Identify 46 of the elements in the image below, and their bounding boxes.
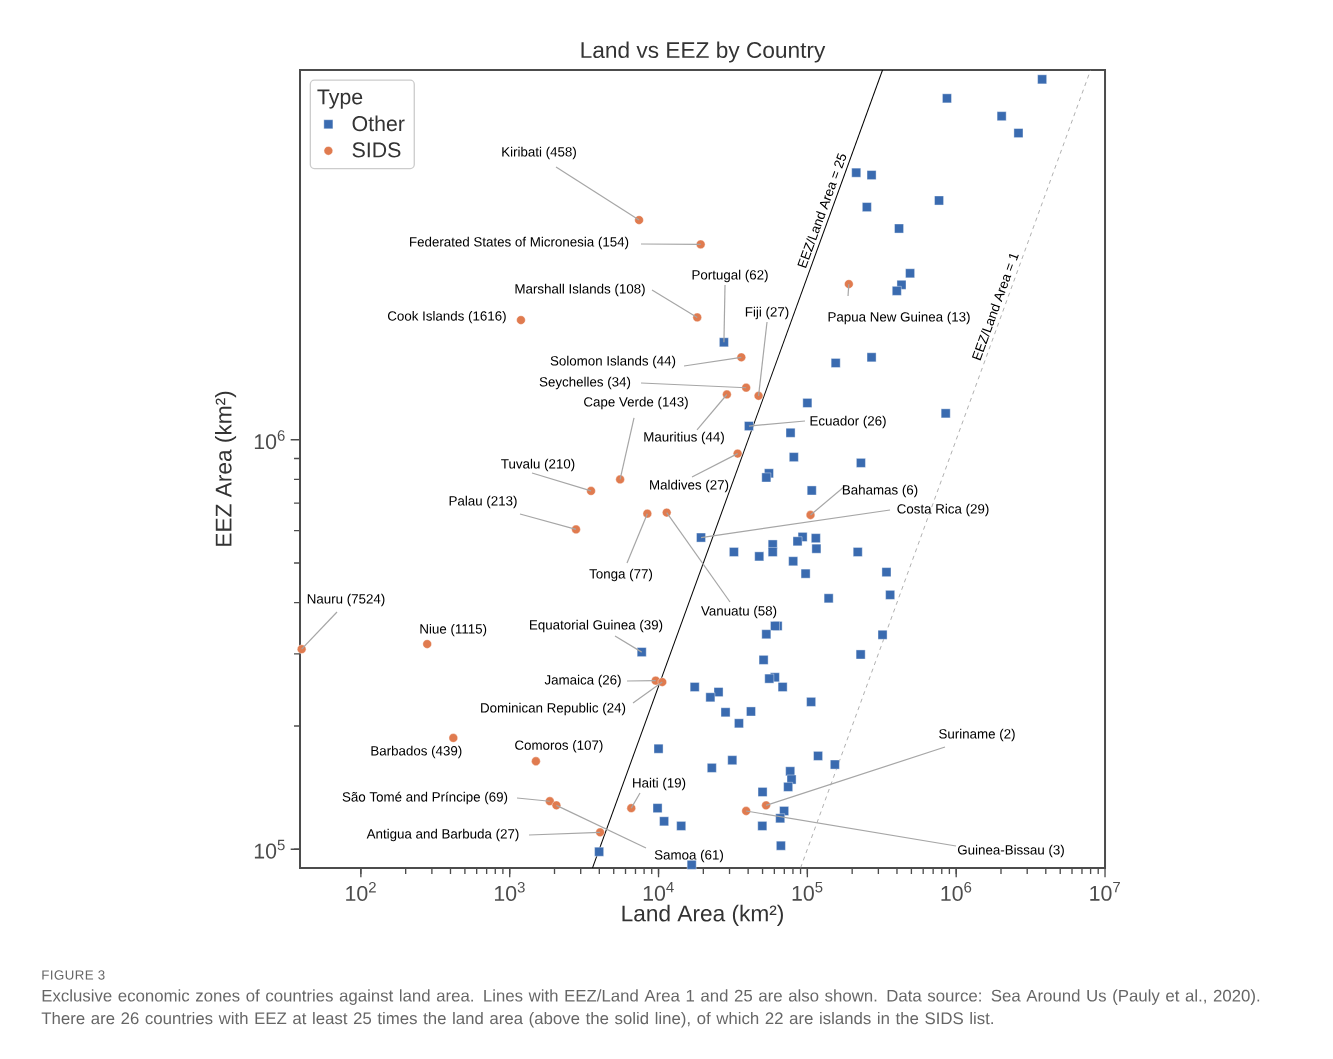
annotation: Mauritius (44) — [644, 431, 724, 445]
annotation: Comoros (107) — [515, 740, 603, 753]
annotation: Costa Rica (29) — [897, 503, 989, 517]
x-tick-label: 10$^{3}$ — [494, 882, 525, 902]
annotation: Fiji (27) — [745, 306, 789, 320]
annotation: Barbados (439) — [371, 745, 462, 759]
text: Exclusive economic zones of countries against land area. Lines with EEZ/Land Area 1 and 25 are also shown. Data source: Sea Around Us (Pauly et al., 2020). There are 26 countries with EEZ at least 25 times the land area (above the solid line), of which 22 are islands in the SIDS list. — [41, 989, 1260, 1028]
legend-label: SIDS — [352, 142, 401, 158]
annotation: Maldives (27) — [650, 479, 729, 493]
legend-label: Other — [352, 115, 405, 132]
annotation: Guinea-Bissau (3) — [957, 844, 1064, 858]
legend-title: Type — [317, 89, 363, 109]
annotation: Haiti (19) — [633, 777, 686, 791]
annotation: Nauru (7524) — [307, 593, 385, 607]
x-tick-label: 10$^{5}$ — [792, 882, 823, 901]
annotation: Kiribati (458) — [502, 146, 576, 160]
annotation: Papua New Guinea (13) — [828, 311, 970, 325]
annotation: Tonga (77) — [589, 568, 653, 582]
annotation: Bahamas (6) — [842, 484, 918, 498]
annotation: Palau (213) — [449, 495, 517, 509]
y-axis-title: EEZ Area (km²) — [215, 391, 237, 546]
annotation: Solomon Islands (44) — [550, 355, 676, 369]
annotation: Suriname (2) — [939, 728, 1015, 742]
annotation: Cape Verde (143) — [584, 396, 688, 410]
annotation: Vanuatu (58) — [701, 605, 777, 619]
annotation: Federated States of Micronesia (154) — [410, 236, 629, 250]
caption: FIGURE 3 — [42, 970, 105, 980]
annotation: São Tomé and Príncipe (69) — [342, 791, 508, 805]
x-tick-label: 10$^{7}$ — [1090, 882, 1120, 901]
x-tick-label: 10$^{6}$ — [941, 882, 972, 902]
annotation: Samoa (61) — [654, 849, 723, 863]
annotation: Antigua and Barbuda (27) — [366, 828, 519, 842]
annotation: Dominican Republic (24) — [481, 702, 626, 716]
annotation: Jamaica (26) — [544, 674, 621, 688]
annotation: Equatorial Guinea (39) — [530, 619, 663, 633]
x-axis-title: Land Area (km²) — [622, 904, 783, 926]
annotation: Tuvalu (210) — [501, 458, 575, 472]
annotation: Marshall Islands (108) — [515, 283, 645, 297]
chart-title: Land vs EEZ by Country — [581, 41, 826, 63]
annotation: Seychelles (34) — [539, 376, 631, 390]
annotation: Niue (1115) — [420, 623, 487, 637]
annotation: Portugal (62) — [692, 269, 768, 283]
annotation: Ecuador (26) — [810, 415, 886, 429]
annotation: Cook Islands (1616) — [387, 310, 506, 324]
x-tick-label: 10$^{4}$ — [643, 882, 674, 901]
x-tick-label: 10$^{2}$ — [346, 882, 376, 902]
